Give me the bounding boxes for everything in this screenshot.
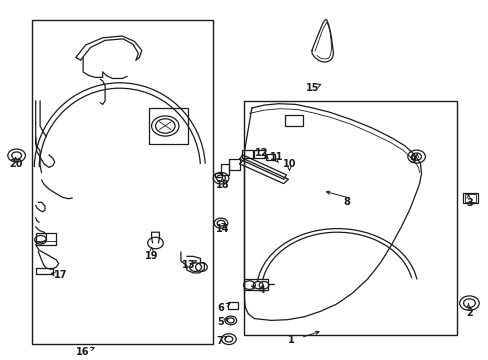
Text: 17: 17 (54, 270, 68, 280)
Text: 10: 10 (282, 159, 296, 169)
Bar (242, 150, 252, 158)
Bar (227, 302, 237, 309)
Text: 20: 20 (9, 159, 22, 169)
Text: 7: 7 (216, 336, 223, 346)
Text: 19: 19 (144, 251, 158, 261)
Text: 13: 13 (181, 260, 195, 270)
Text: 12: 12 (254, 148, 268, 158)
Bar (464, 194, 475, 202)
Bar (462, 193, 477, 203)
Bar (284, 115, 303, 126)
Text: 9: 9 (409, 155, 416, 165)
Text: 18: 18 (215, 180, 229, 190)
Bar (149, 108, 188, 144)
Text: 8: 8 (343, 197, 350, 207)
Text: 15: 15 (305, 83, 319, 93)
Text: 1: 1 (287, 335, 294, 345)
Text: 3: 3 (465, 198, 472, 208)
Text: 16: 16 (76, 347, 90, 357)
Bar (244, 101, 456, 335)
Bar (32, 20, 212, 344)
Text: 6: 6 (217, 303, 224, 313)
Text: 11: 11 (269, 152, 283, 162)
Text: 2: 2 (465, 308, 472, 318)
Text: 5: 5 (217, 317, 224, 327)
Text: 4: 4 (258, 285, 264, 295)
Bar (36, 233, 56, 245)
Text: 14: 14 (215, 224, 229, 234)
Bar (265, 154, 275, 160)
Bar (254, 150, 264, 158)
